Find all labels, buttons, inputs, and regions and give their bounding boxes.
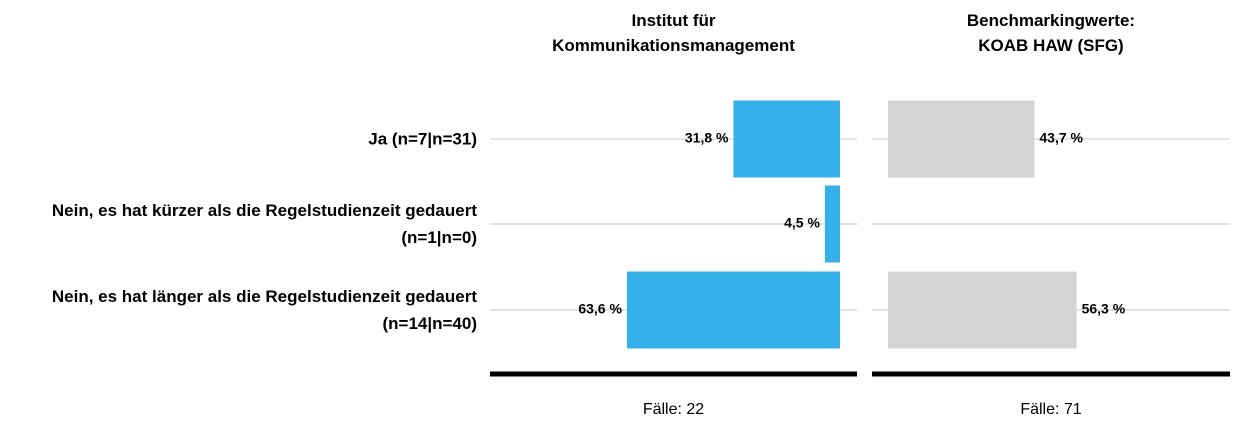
- bar: [888, 100, 1035, 178]
- category-label: Nein, es hat länger als die Regelstudien…: [51, 287, 477, 333]
- category-label: Ja (n=7|n=31): [368, 129, 477, 149]
- footer: Fälle: 22: [643, 401, 704, 418]
- bar: [626, 271, 840, 349]
- bar: [888, 271, 1077, 349]
- panel-title: Benchmarkingwerte: KOAB HAW (SFG): [966, 11, 1136, 55]
- bar: [824, 185, 840, 263]
- value-label: 4,5 %: [784, 215, 820, 231]
- category-label: Nein, es hat kürzer als die Regelstudien…: [51, 201, 477, 247]
- bar: [733, 100, 840, 178]
- panel-title: Institut für Kommunikationsmanagement: [552, 11, 795, 55]
- value-label: 31,8 %: [685, 130, 729, 146]
- value-label: 56,3 %: [1082, 301, 1126, 317]
- footer: Fälle: 71: [1020, 401, 1081, 418]
- value-label: 63,6 %: [578, 301, 622, 317]
- value-label: 43,7 %: [1039, 130, 1083, 146]
